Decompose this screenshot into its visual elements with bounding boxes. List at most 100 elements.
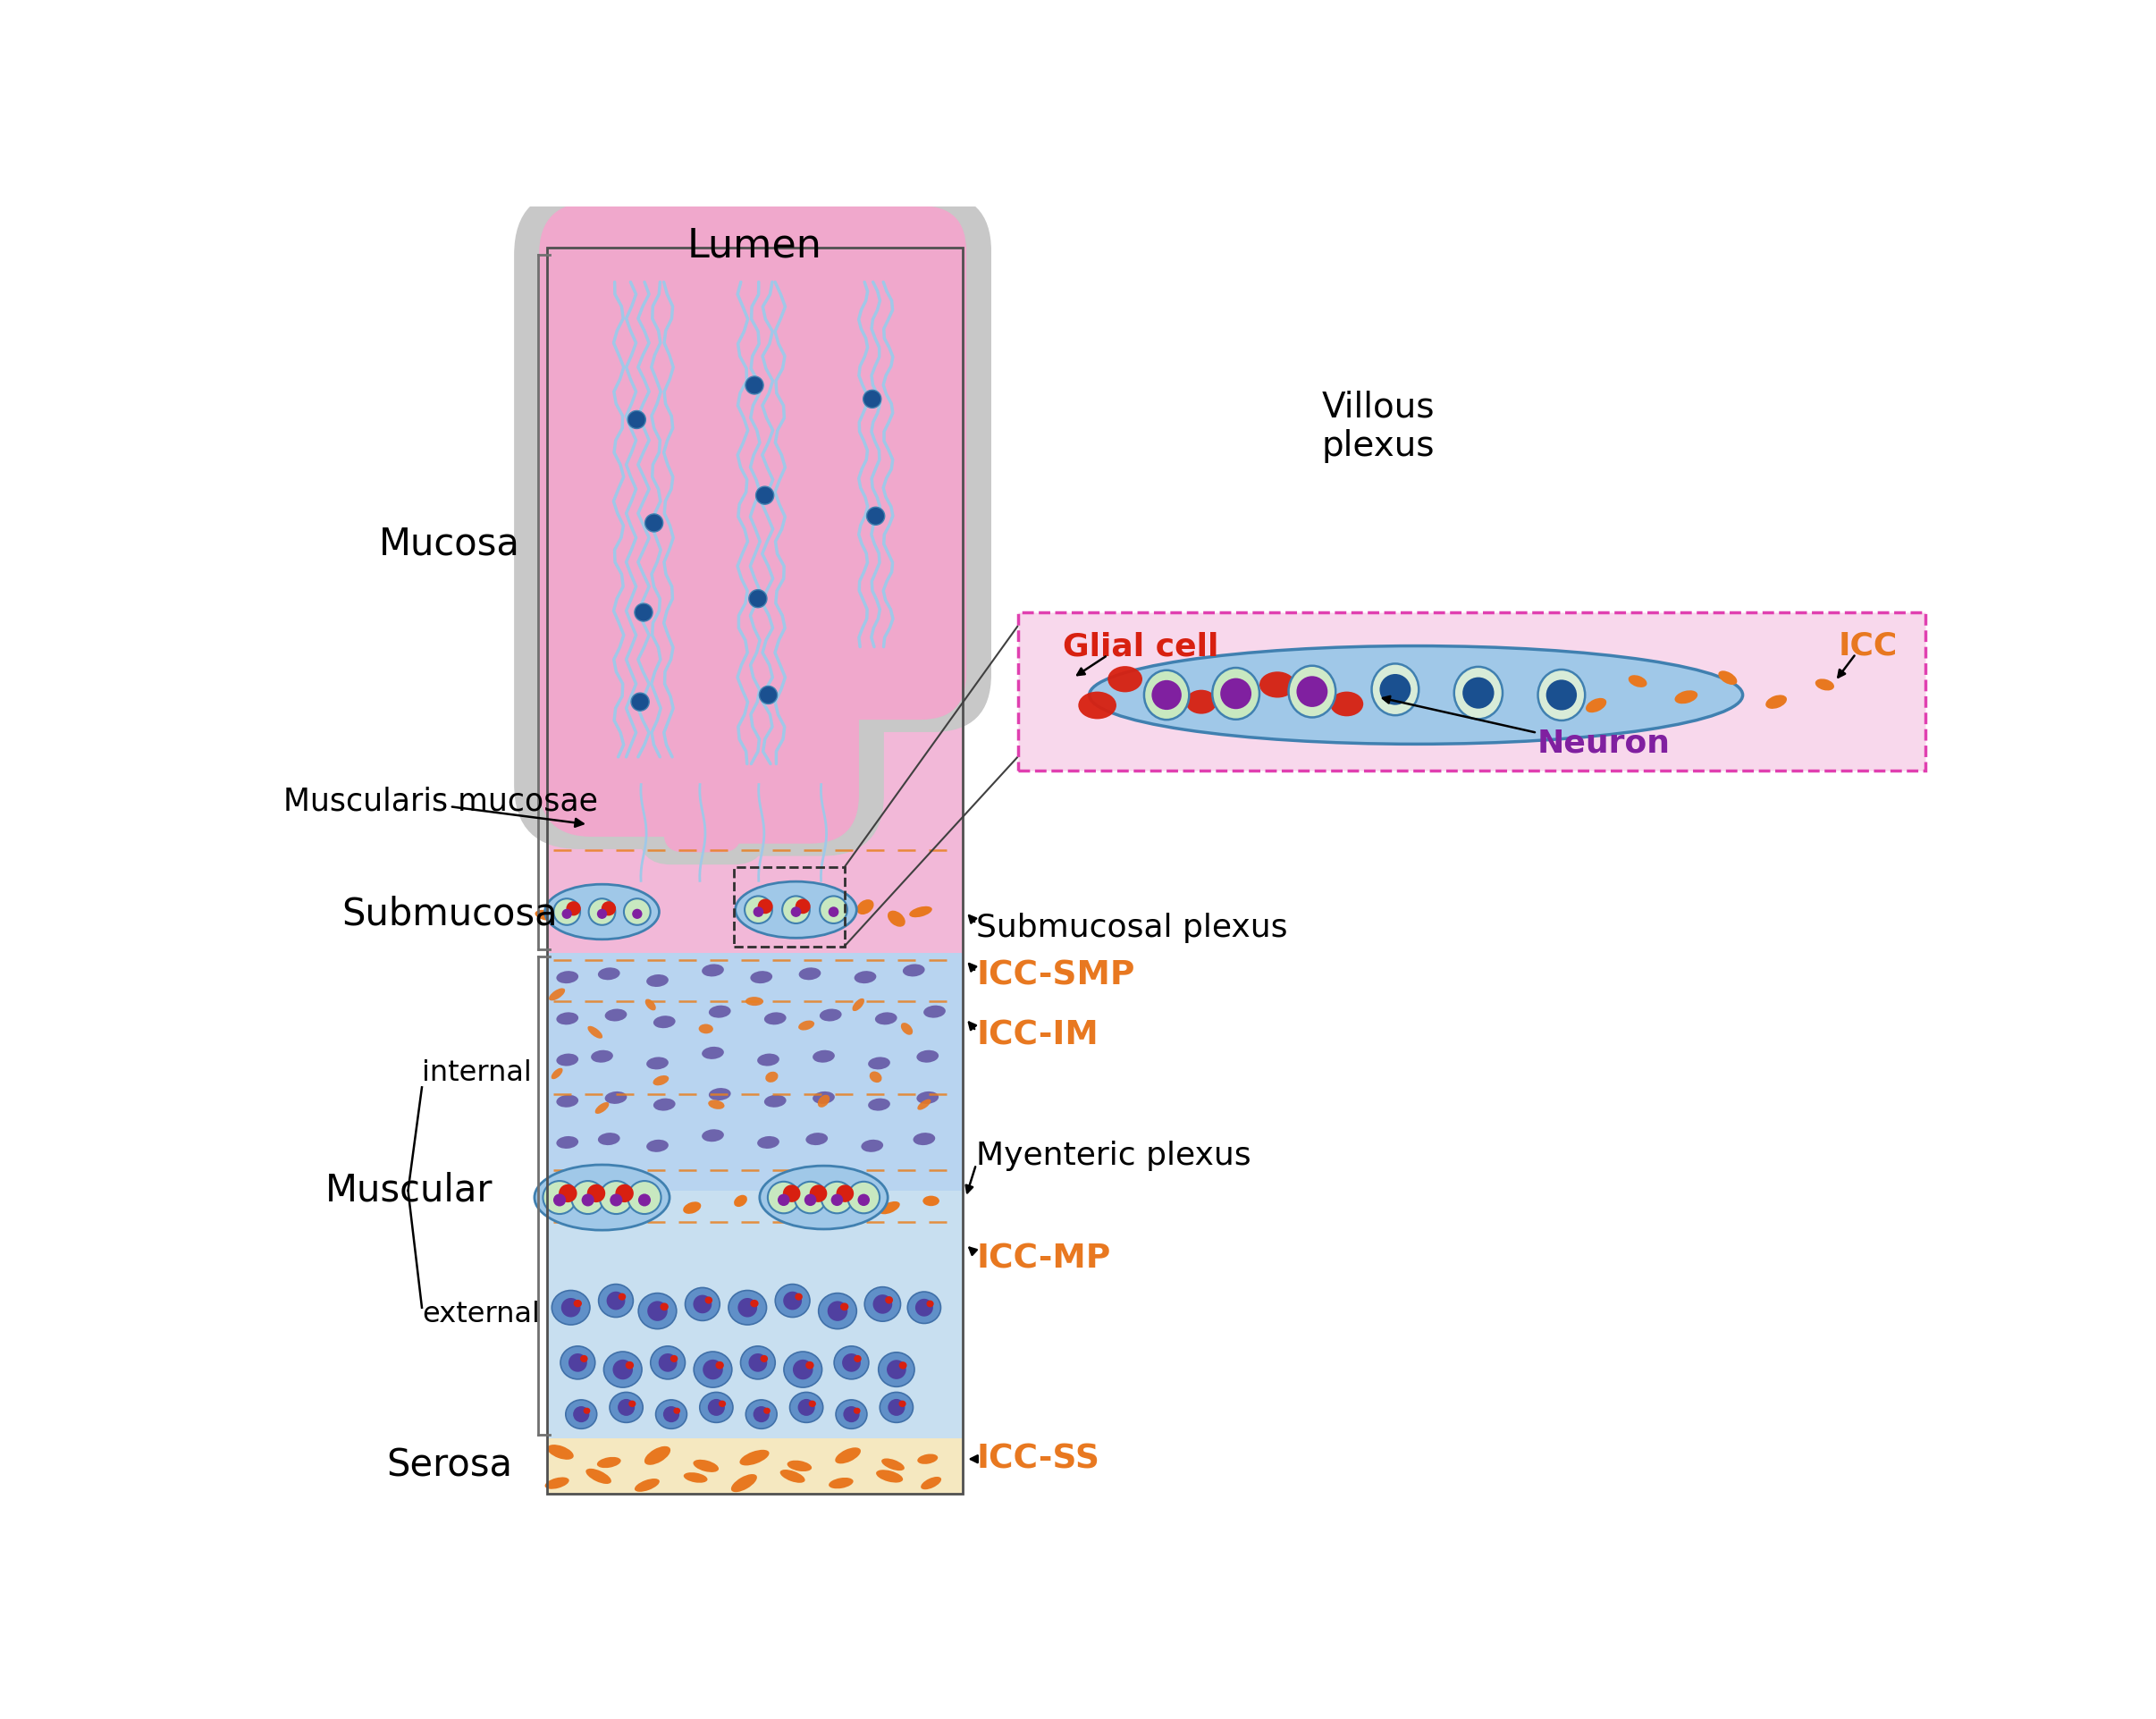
- Ellipse shape: [880, 1202, 899, 1214]
- FancyBboxPatch shape: [664, 203, 858, 842]
- Circle shape: [703, 1360, 722, 1380]
- Circle shape: [664, 1406, 679, 1422]
- Circle shape: [563, 909, 571, 920]
- Circle shape: [658, 1353, 677, 1372]
- Ellipse shape: [1330, 691, 1363, 717]
- Text: Submucosal plexus: Submucosal plexus: [977, 913, 1287, 942]
- Ellipse shape: [761, 1355, 768, 1363]
- Ellipse shape: [556, 1054, 578, 1066]
- Text: Villous
plexus: Villous plexus: [1322, 390, 1434, 462]
- Ellipse shape: [1675, 691, 1697, 703]
- Ellipse shape: [916, 1050, 938, 1062]
- Ellipse shape: [548, 1200, 567, 1208]
- Ellipse shape: [733, 1195, 748, 1207]
- Circle shape: [783, 1291, 802, 1310]
- Ellipse shape: [716, 1361, 724, 1368]
- Circle shape: [1546, 679, 1576, 710]
- Ellipse shape: [569, 920, 586, 932]
- Circle shape: [606, 1291, 625, 1310]
- Ellipse shape: [580, 1207, 595, 1215]
- Circle shape: [627, 411, 645, 428]
- Ellipse shape: [683, 1202, 701, 1214]
- Ellipse shape: [630, 1195, 642, 1207]
- Ellipse shape: [686, 1288, 720, 1320]
- Circle shape: [862, 390, 882, 407]
- Ellipse shape: [1289, 665, 1335, 717]
- Ellipse shape: [806, 1133, 828, 1145]
- Ellipse shape: [776, 1284, 811, 1317]
- Ellipse shape: [757, 1054, 778, 1066]
- Ellipse shape: [703, 1129, 724, 1141]
- Ellipse shape: [903, 964, 925, 976]
- Circle shape: [589, 899, 614, 925]
- Circle shape: [837, 1184, 854, 1202]
- Ellipse shape: [729, 1291, 768, 1325]
- Ellipse shape: [785, 1351, 821, 1387]
- Ellipse shape: [798, 1021, 815, 1030]
- Circle shape: [748, 590, 768, 607]
- Ellipse shape: [718, 1401, 727, 1408]
- Circle shape: [571, 1181, 604, 1214]
- Circle shape: [614, 1184, 634, 1202]
- Circle shape: [707, 1399, 724, 1416]
- Text: Muscularis mucosae: Muscularis mucosae: [282, 787, 597, 817]
- Circle shape: [543, 1181, 576, 1214]
- Circle shape: [599, 1181, 634, 1214]
- Ellipse shape: [630, 1401, 636, 1408]
- Circle shape: [632, 909, 642, 920]
- Ellipse shape: [556, 1012, 578, 1025]
- Ellipse shape: [787, 1461, 813, 1471]
- Ellipse shape: [740, 1346, 776, 1379]
- Ellipse shape: [595, 1102, 608, 1114]
- Text: Neuron: Neuron: [1537, 727, 1671, 758]
- Text: Serosa: Serosa: [386, 1447, 513, 1485]
- Ellipse shape: [856, 899, 873, 915]
- Ellipse shape: [692, 1459, 718, 1471]
- Ellipse shape: [673, 1408, 681, 1415]
- FancyBboxPatch shape: [515, 191, 772, 849]
- Ellipse shape: [586, 1468, 612, 1483]
- Circle shape: [819, 896, 847, 923]
- Circle shape: [1296, 676, 1328, 707]
- Circle shape: [768, 1181, 800, 1214]
- Ellipse shape: [565, 1399, 597, 1428]
- Ellipse shape: [789, 1392, 824, 1423]
- Ellipse shape: [552, 1067, 563, 1080]
- Ellipse shape: [746, 997, 763, 1006]
- Ellipse shape: [865, 1288, 901, 1322]
- Ellipse shape: [854, 1408, 860, 1415]
- Bar: [548, 1439, 962, 1494]
- Ellipse shape: [886, 1296, 893, 1303]
- Ellipse shape: [819, 1293, 856, 1329]
- Ellipse shape: [763, 1408, 770, 1415]
- Ellipse shape: [813, 1050, 834, 1062]
- Ellipse shape: [1815, 679, 1835, 691]
- Ellipse shape: [705, 1296, 711, 1303]
- Ellipse shape: [901, 1023, 912, 1035]
- Circle shape: [796, 899, 811, 915]
- Ellipse shape: [709, 1088, 731, 1100]
- Ellipse shape: [1259, 672, 1296, 698]
- Ellipse shape: [1089, 646, 1742, 744]
- Circle shape: [1220, 677, 1250, 710]
- Ellipse shape: [923, 1006, 946, 1018]
- Ellipse shape: [707, 1100, 724, 1109]
- Circle shape: [558, 1184, 578, 1202]
- Ellipse shape: [841, 1303, 849, 1310]
- Circle shape: [828, 906, 839, 916]
- Ellipse shape: [1371, 664, 1419, 715]
- Ellipse shape: [750, 1300, 759, 1306]
- Circle shape: [830, 1195, 843, 1207]
- Circle shape: [554, 1193, 565, 1207]
- Ellipse shape: [813, 1092, 834, 1104]
- Ellipse shape: [780, 1470, 804, 1483]
- Ellipse shape: [860, 1140, 884, 1152]
- Ellipse shape: [591, 1050, 612, 1062]
- Circle shape: [752, 1406, 770, 1422]
- Ellipse shape: [759, 1165, 888, 1229]
- Ellipse shape: [830, 909, 845, 921]
- Ellipse shape: [808, 1401, 815, 1408]
- Ellipse shape: [869, 1071, 882, 1083]
- FancyBboxPatch shape: [785, 206, 966, 719]
- Ellipse shape: [634, 1478, 660, 1492]
